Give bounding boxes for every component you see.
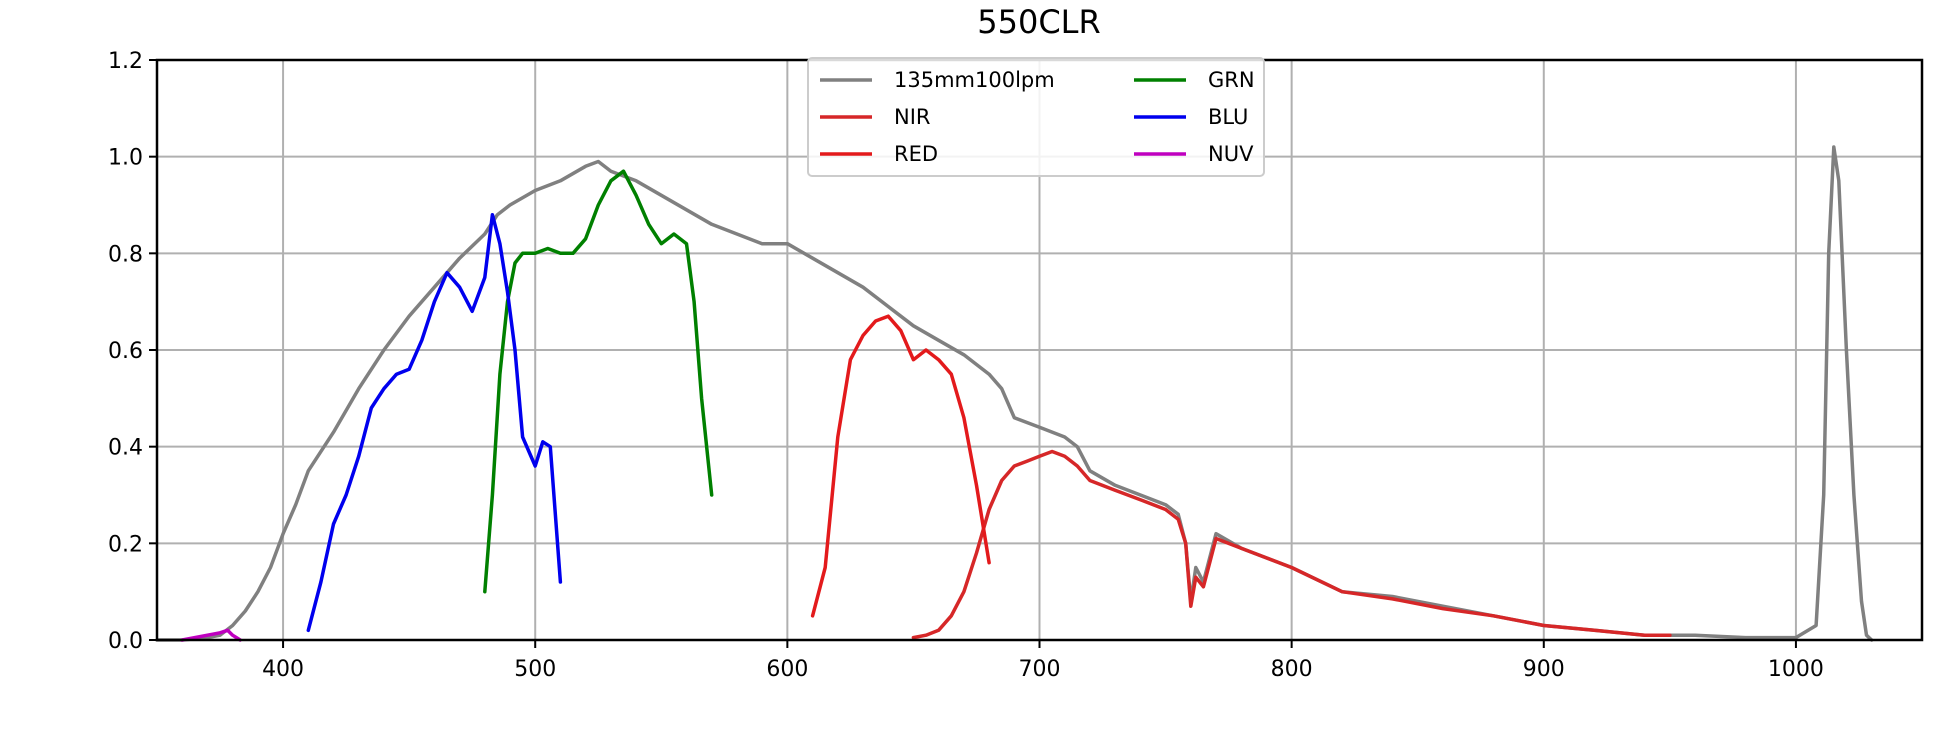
y-tick-label: 1.2 xyxy=(108,49,143,74)
series-line-135mm100lpm xyxy=(155,145,1874,642)
chart-title: 550CLR xyxy=(977,3,1100,41)
series-line-red xyxy=(810,314,991,618)
x-tick-label: 900 xyxy=(1523,657,1565,682)
y-tick-label: 0.2 xyxy=(108,532,143,557)
x-tick-label: 400 xyxy=(262,657,304,682)
y-tick-label: 0.8 xyxy=(108,242,143,267)
legend: 135mm100lpm NIR RED GRN BLU NUV xyxy=(807,57,1265,177)
legend-box xyxy=(807,57,1265,177)
y-tick-label: 1.0 xyxy=(108,146,143,171)
legend-label-grn: GRN xyxy=(1208,68,1255,92)
legend-label-blu: BLU xyxy=(1208,105,1248,129)
x-tick-label: 600 xyxy=(766,657,808,682)
series-line-nuv xyxy=(180,628,242,642)
legend-label-red: RED xyxy=(894,142,938,166)
legend-label-nir: NIR xyxy=(894,105,931,129)
y-tick-label: 0.4 xyxy=(108,436,143,461)
y-tick-label: 0.6 xyxy=(108,339,143,364)
legend-label-135mm100lpm: 135mm100lpm xyxy=(894,68,1055,92)
y-tick-label: 0.0 xyxy=(108,629,143,654)
series-line-grn xyxy=(483,169,714,594)
series-layer xyxy=(155,145,1874,642)
axis-ticks: 400 500 600 700 800 900 1000 0.0 0.2 0.4 0.6 0.8 1.0… xyxy=(108,49,1824,682)
x-tick-label: 500 xyxy=(514,657,556,682)
x-tick-label: 1000 xyxy=(1768,657,1824,682)
x-tick-label: 700 xyxy=(1019,657,1061,682)
x-tick-label: 800 xyxy=(1271,657,1313,682)
series-line-blu xyxy=(306,212,563,633)
legend-label-nuv: NUV xyxy=(1208,142,1254,166)
